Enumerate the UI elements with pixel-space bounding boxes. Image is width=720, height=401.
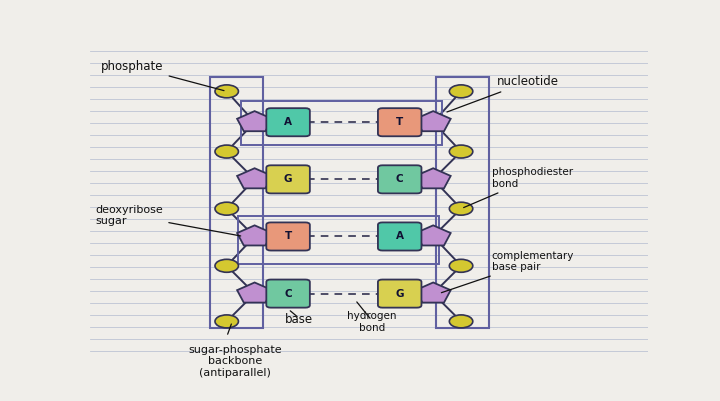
Text: deoxyribose
sugar: deoxyribose sugar bbox=[96, 205, 240, 236]
FancyBboxPatch shape bbox=[266, 165, 310, 193]
Bar bbox=[210, 77, 263, 328]
Text: sugar-phosphate
backbone
(antiparallel): sugar-phosphate backbone (antiparallel) bbox=[188, 344, 282, 378]
Text: G: G bbox=[395, 289, 404, 299]
Bar bbox=[240, 101, 441, 146]
Polygon shape bbox=[415, 225, 451, 245]
Circle shape bbox=[215, 259, 238, 272]
Polygon shape bbox=[415, 168, 451, 188]
FancyBboxPatch shape bbox=[266, 108, 310, 136]
Text: C: C bbox=[396, 174, 403, 184]
FancyBboxPatch shape bbox=[378, 279, 421, 308]
Bar bbox=[238, 217, 438, 264]
Text: T: T bbox=[284, 231, 292, 241]
FancyBboxPatch shape bbox=[378, 108, 421, 136]
Circle shape bbox=[449, 85, 473, 98]
Text: A: A bbox=[284, 117, 292, 127]
FancyBboxPatch shape bbox=[266, 223, 310, 251]
Bar bbox=[436, 77, 489, 328]
Circle shape bbox=[449, 259, 473, 272]
FancyBboxPatch shape bbox=[378, 165, 421, 193]
Text: C: C bbox=[284, 289, 292, 299]
Circle shape bbox=[215, 85, 238, 98]
FancyBboxPatch shape bbox=[378, 223, 421, 251]
Text: base: base bbox=[285, 313, 313, 326]
Polygon shape bbox=[237, 168, 272, 188]
Polygon shape bbox=[415, 282, 451, 303]
Circle shape bbox=[215, 315, 238, 328]
Text: T: T bbox=[396, 117, 403, 127]
Polygon shape bbox=[237, 111, 272, 131]
Text: hydrogen
bond: hydrogen bond bbox=[347, 311, 397, 333]
FancyBboxPatch shape bbox=[266, 279, 310, 308]
Text: phosphate: phosphate bbox=[101, 60, 224, 91]
Polygon shape bbox=[237, 225, 272, 245]
Text: complementary
base pair: complementary base pair bbox=[441, 251, 574, 293]
Polygon shape bbox=[237, 282, 272, 303]
Text: phosphodiester
bond: phosphodiester bond bbox=[464, 168, 573, 208]
Polygon shape bbox=[415, 111, 451, 131]
Circle shape bbox=[215, 202, 238, 215]
Circle shape bbox=[449, 315, 473, 328]
Circle shape bbox=[449, 202, 473, 215]
Circle shape bbox=[449, 145, 473, 158]
Circle shape bbox=[215, 145, 238, 158]
Text: nucleotide: nucleotide bbox=[447, 75, 559, 112]
Text: G: G bbox=[284, 174, 292, 184]
Text: A: A bbox=[396, 231, 404, 241]
